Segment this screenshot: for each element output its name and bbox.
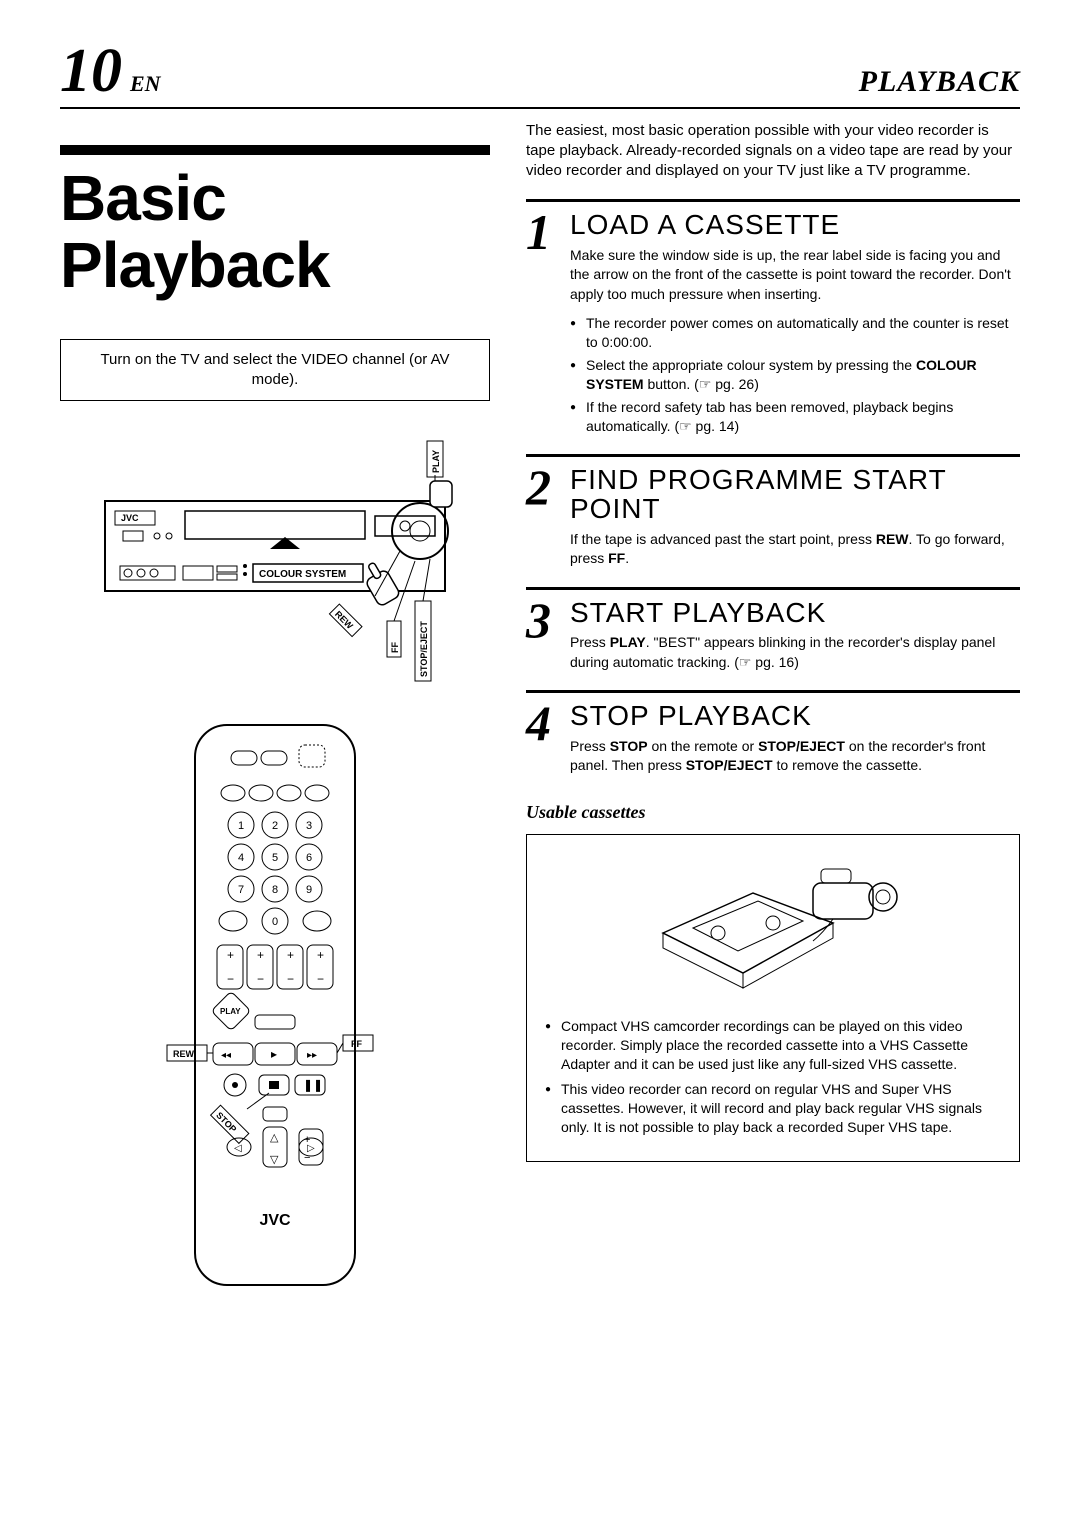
step-title: FIND PROGRAMME START POINT bbox=[570, 465, 1020, 524]
lang-tag: EN bbox=[130, 69, 161, 99]
svg-text:+: + bbox=[304, 1134, 310, 1146]
remote-illustration: 1 2 3 4 5 6 7 8 9 0 + − + − + − bbox=[135, 715, 415, 1295]
page-number-wrap: 10 EN bbox=[60, 40, 161, 102]
svg-text:6: 6 bbox=[306, 852, 312, 864]
vcr-illustration: JVC COLOUR SYSTEM bbox=[75, 431, 475, 691]
svg-text:+: + bbox=[317, 948, 324, 962]
svg-text:△: △ bbox=[270, 1132, 279, 1144]
steps-container: 1 LOAD A CASSETTE Make sure the window sid… bbox=[526, 199, 1020, 776]
usable-cassettes-box: Compact VHS camcorder recordings can be … bbox=[526, 834, 1020, 1161]
remote-brand-label: JVC bbox=[259, 1212, 291, 1229]
svg-text:+: + bbox=[257, 948, 264, 962]
title-block: Basic Playback bbox=[60, 145, 490, 299]
svg-text:◁: ◁ bbox=[234, 1143, 242, 1154]
svg-text:0: 0 bbox=[272, 916, 278, 928]
step-body: Make sure the window side is up, the rea… bbox=[570, 246, 1020, 305]
instruction-text: Turn on the TV and select the VIDEO chan… bbox=[100, 351, 449, 388]
step-bullet: The recorder power comes on automaticall… bbox=[570, 314, 1020, 352]
step-title: STOP PLAYBACK bbox=[570, 701, 1020, 730]
vcr-stopeject-label: STOP/EJECT bbox=[419, 621, 429, 677]
step-bullets: The recorder power comes on automaticall… bbox=[570, 314, 1020, 435]
step-number: 2 bbox=[526, 465, 551, 510]
vcr-ff-label: FF bbox=[390, 642, 400, 653]
svg-text:2: 2 bbox=[272, 820, 278, 832]
svg-text:8: 8 bbox=[272, 884, 278, 896]
step-number: 1 bbox=[526, 210, 551, 255]
step-body: Press STOP on the remote or STOP/EJECT o… bbox=[570, 737, 1020, 776]
svg-text:▸: ▸ bbox=[271, 1047, 277, 1061]
step-title: LOAD A CASSETTE bbox=[570, 210, 1020, 239]
section-name: PLAYBACK bbox=[859, 62, 1020, 103]
svg-text:+: + bbox=[227, 948, 234, 962]
svg-text:◂◂: ◂◂ bbox=[221, 1050, 231, 1061]
svg-text:−: − bbox=[317, 972, 324, 986]
step-bullet: If the record safety tab has been remove… bbox=[570, 398, 1020, 436]
step-body: If the tape is advanced past the start p… bbox=[570, 530, 1020, 569]
step-number: 4 bbox=[526, 701, 551, 746]
usable-bullet: This video recorder can record on regula… bbox=[545, 1080, 1001, 1137]
remote-play-label: PLAY bbox=[220, 1007, 241, 1016]
colour-system-label: COLOUR SYSTEM bbox=[259, 569, 346, 580]
svg-text:4: 4 bbox=[238, 852, 244, 864]
svg-text:3: 3 bbox=[306, 820, 312, 832]
step: 1 LOAD A CASSETTE Make sure the window sid… bbox=[526, 199, 1020, 436]
intro-text: The easiest, most basic operation possib… bbox=[526, 121, 1020, 182]
svg-text:5: 5 bbox=[272, 852, 278, 864]
step-number: 3 bbox=[526, 598, 551, 643]
page-title: Basic Playback bbox=[60, 165, 490, 299]
page-header: 10 EN PLAYBACK bbox=[60, 40, 1020, 109]
svg-text:−: − bbox=[304, 1152, 310, 1164]
svg-text:+: + bbox=[287, 948, 294, 962]
instruction-box: Turn on the TV and select the VIDEO chan… bbox=[60, 339, 490, 402]
right-column: The easiest, most basic operation possib… bbox=[526, 121, 1020, 1320]
svg-text:−: − bbox=[257, 972, 264, 986]
svg-text:1: 1 bbox=[238, 820, 244, 832]
step-bullet: Select the appropriate colour system by … bbox=[570, 356, 1020, 394]
svg-text:9: 9 bbox=[306, 884, 312, 896]
usable-bullets-list: Compact VHS camcorder recordings can be … bbox=[545, 1017, 1001, 1136]
usable-bullet: Compact VHS camcorder recordings can be … bbox=[545, 1017, 1001, 1074]
step-body: Press PLAY. "BEST" appears blinking in t… bbox=[570, 633, 1020, 672]
remote-ff-label: FF bbox=[351, 1039, 362, 1049]
step: 4 STOP PLAYBACK Press STOP on the remote o… bbox=[526, 690, 1020, 776]
svg-text:7: 7 bbox=[238, 884, 244, 896]
page-number: 10 bbox=[60, 40, 122, 102]
remote-rew-label: REW bbox=[173, 1049, 195, 1059]
svg-text:−: − bbox=[227, 972, 234, 986]
vcr-brand-label: JVC bbox=[121, 513, 139, 523]
step-title: START PLAYBACK bbox=[570, 598, 1020, 627]
svg-text:−: − bbox=[287, 972, 294, 986]
left-column: Basic Playback Turn on the TV and select… bbox=[60, 121, 490, 1320]
step: 2 FIND PROGRAMME START POINT If the tape i… bbox=[526, 454, 1020, 569]
step: 3 START PLAYBACK Press PLAY. "BEST" appear… bbox=[526, 587, 1020, 673]
svg-text:▸▸: ▸▸ bbox=[307, 1050, 317, 1061]
svg-text:▽: ▽ bbox=[270, 1154, 279, 1166]
usable-cassettes-title: Usable cassettes bbox=[526, 800, 1020, 824]
cassette-adapter-illustration bbox=[623, 853, 923, 1003]
vcr-play-label: PLAY bbox=[431, 450, 441, 473]
svg-text:❚❚: ❚❚ bbox=[303, 1078, 323, 1092]
